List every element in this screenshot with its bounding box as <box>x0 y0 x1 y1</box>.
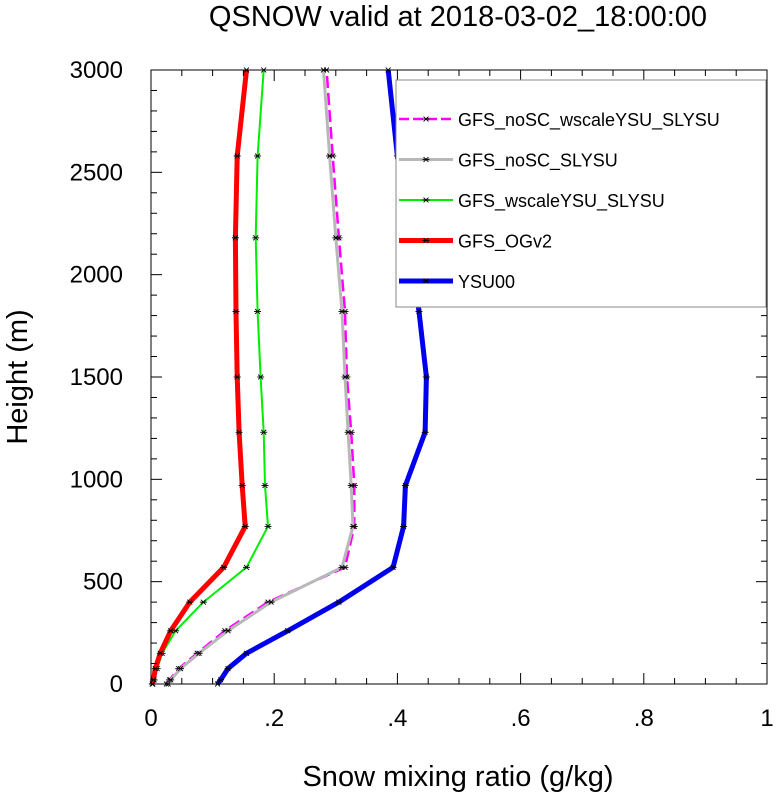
data-point <box>421 429 429 436</box>
data-point <box>347 482 355 489</box>
legend-marker <box>422 278 430 284</box>
series-line <box>149 69 249 685</box>
series-3 <box>149 67 272 687</box>
data-point <box>151 665 159 672</box>
data-point <box>257 374 265 380</box>
x-tick-label: 1 <box>760 705 773 732</box>
y-tick-label: 2000 <box>70 262 123 289</box>
x-axis-label: Snow mixing ratio (g/kg) <box>302 761 613 793</box>
data-point <box>233 153 241 159</box>
data-point <box>238 482 246 489</box>
x-tick-label: 0 <box>144 705 157 732</box>
y-tick-label: 3000 <box>70 57 123 84</box>
y-axis-label: Height (m) <box>2 309 34 444</box>
data-point <box>400 523 408 530</box>
legend-label: YSU00 <box>458 272 515 292</box>
legend-marker <box>422 156 430 163</box>
data-point <box>254 153 262 159</box>
data-point <box>242 650 250 657</box>
data-point <box>332 235 340 241</box>
x-tick-label: .6 <box>511 705 531 732</box>
series-4 <box>148 67 250 687</box>
data-point <box>167 677 175 683</box>
series-layer <box>148 67 430 687</box>
data-point <box>235 429 243 436</box>
data-point <box>335 599 343 605</box>
legend-label: GFS_noSC_wscaleYSU_SLYSU <box>458 110 720 131</box>
data-point <box>260 429 268 436</box>
y-tick-label: 1000 <box>70 466 123 493</box>
data-point <box>167 628 175 634</box>
data-point <box>241 523 249 530</box>
y-tick-label: 2500 <box>70 159 123 186</box>
data-point <box>233 374 241 380</box>
data-point <box>177 665 185 672</box>
legend-label: GFS_wscaleYSU_SLYSU <box>458 191 665 212</box>
data-point <box>224 628 232 634</box>
data-point <box>199 599 207 605</box>
data-point <box>217 677 225 683</box>
data-point <box>186 599 194 605</box>
legend-marker <box>422 116 430 122</box>
data-point <box>422 374 430 380</box>
series-line <box>215 69 429 686</box>
data-point <box>195 650 203 657</box>
y-tick-label: 0 <box>110 671 123 698</box>
y-tick-label: 500 <box>83 569 123 596</box>
data-point <box>264 523 272 530</box>
data-point <box>326 153 334 159</box>
legend-box <box>395 79 767 308</box>
data-point <box>220 564 228 571</box>
x-tick-label: .4 <box>387 705 407 732</box>
data-point <box>231 235 239 241</box>
series-line <box>151 69 269 685</box>
axes-layer: 0 .2 .4 .6 .8 1 0 500 1000 1500 2000 2500 3000 <box>70 57 774 732</box>
legend-marker <box>422 197 430 203</box>
chart-title: QSNOW valid at 2018-03-02_18:00:00 <box>209 1 707 33</box>
data-point <box>338 564 346 571</box>
data-point <box>284 628 292 634</box>
data-point <box>415 308 423 315</box>
legend-label: GFS_noSC_SLYSU <box>458 151 618 172</box>
y-tick-label: 1500 <box>70 364 123 391</box>
data-point <box>349 523 357 530</box>
legend-label: GFS_OGv2 <box>458 232 552 253</box>
legend: GFS_noSC_wscaleYSU_SLYSU GFS_noSC_SLYSU GF… <box>395 79 767 308</box>
x-tick-label: .8 <box>634 705 654 732</box>
legend-marker <box>422 237 430 244</box>
data-point <box>252 235 260 241</box>
data-point <box>344 429 352 436</box>
data-point <box>261 482 269 489</box>
data-point <box>254 308 262 315</box>
x-tick-label: .2 <box>264 705 284 732</box>
legend-item: GFS_wscaleYSU_SLYSU <box>399 191 665 212</box>
legend-item: YSU00 <box>399 272 515 292</box>
data-point <box>156 650 164 657</box>
data-point <box>224 665 232 672</box>
legend-item: GFS_noSC_SLYSU <box>399 151 618 172</box>
data-point <box>232 308 240 315</box>
data-point <box>338 308 346 315</box>
data-point <box>267 599 275 605</box>
legend-item: GFS_OGv2 <box>399 232 552 253</box>
data-point <box>389 564 397 571</box>
legend-item: GFS_noSC_wscaleYSU_SLYSU <box>399 110 720 131</box>
data-point <box>242 564 250 571</box>
data-point <box>341 374 349 380</box>
data-point <box>401 482 409 489</box>
